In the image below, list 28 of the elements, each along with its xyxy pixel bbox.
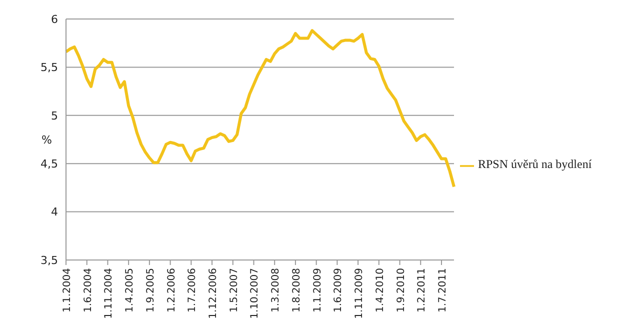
y-tick-label: 5 xyxy=(51,109,58,122)
x-tick-label: 1.7.2011 xyxy=(437,268,448,313)
line-series xyxy=(64,29,456,188)
x-tick-label: 1.12.2006 xyxy=(208,268,220,319)
x-tick-label: 1.6.2004 xyxy=(82,268,94,313)
y-tick-label: 6 xyxy=(51,12,58,26)
x-tick-label: 1.1.2004 xyxy=(62,268,73,313)
x-tick-label: 1.11.2004 xyxy=(104,268,115,319)
y-tick-label: 4 xyxy=(51,206,58,219)
y-tick-label: 3,5 xyxy=(40,254,58,267)
legend-label: RPSN úvěrů na bydlení xyxy=(478,157,592,172)
x-tick-label: 1.6.2009 xyxy=(333,268,344,313)
y-axis-title: % xyxy=(42,133,52,146)
x-tick-label: 1.2.2011 xyxy=(416,268,428,313)
x-tick-label: 1.3.2008 xyxy=(270,268,282,313)
y-tick-label: 5,5 xyxy=(40,61,58,74)
x-tick-label: 1.9.2010 xyxy=(396,268,407,313)
x-tick-label: 1.4.2010 xyxy=(374,268,386,313)
x-tick-label: 1.4.2005 xyxy=(124,268,136,313)
x-tick-label: 1.7.2006 xyxy=(187,268,198,313)
x-tick-label: 1.2.2006 xyxy=(166,268,178,313)
x-tick-label: 1.1.2009 xyxy=(312,268,324,313)
x-tick-label: 1.8.2008 xyxy=(291,268,302,313)
x-tick-label: 1.5.2007 xyxy=(228,268,240,313)
y-tick-label: 4,5 xyxy=(40,158,58,171)
x-tick-label: 1.9.2005 xyxy=(145,268,156,313)
x-tick-label: 1.11.2009 xyxy=(354,268,366,319)
x-tick-label: 1.10.2007 xyxy=(250,268,261,319)
